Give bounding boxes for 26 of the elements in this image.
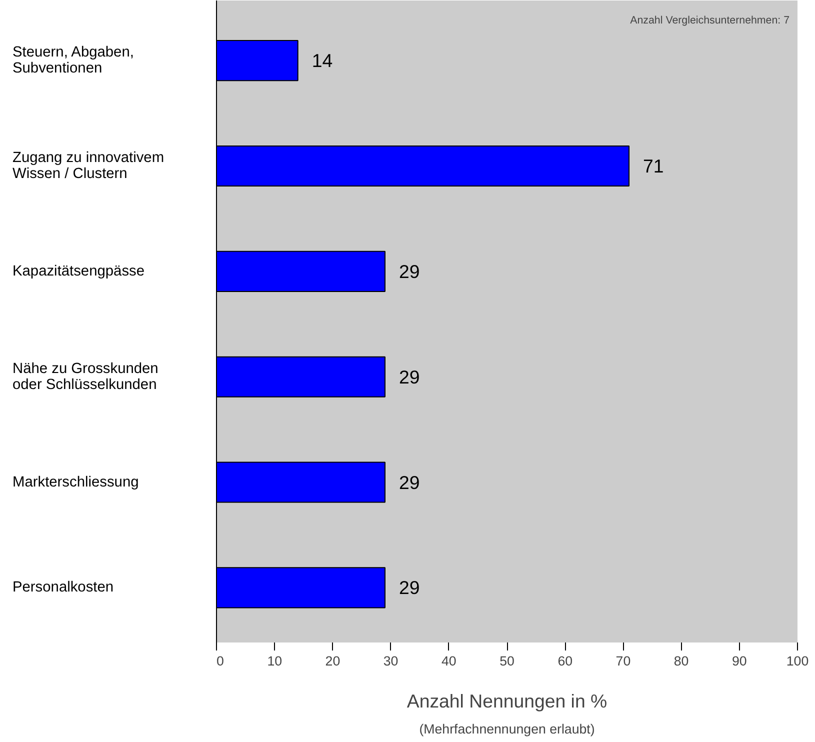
x-tick-label: 100	[786, 654, 809, 668]
data-label: 29	[398, 472, 420, 493]
x-tick-label: 80	[674, 654, 689, 668]
data-label: 29	[398, 260, 420, 282]
data-label: 14	[312, 50, 333, 72]
x-tick-label: 20	[325, 654, 340, 668]
x-tick-label: 50	[500, 654, 514, 668]
data-label: 71	[643, 156, 664, 177]
x-tick-label: 70	[616, 654, 631, 668]
text: (Mehrfachnennungen erlaubt)	[419, 722, 595, 736]
y-tick-label: Nähe zu Grosskunden oder Schlüsselkunden	[12, 360, 158, 393]
data-label: 29	[398, 366, 420, 388]
x-axis-title: Anzahl Nennungen in %	[406, 690, 608, 712]
y-tick-label: Steuern, Abgaben, Subventionen	[12, 44, 134, 77]
x-tick-label: 90	[732, 654, 747, 668]
x-tick-label: 60	[558, 654, 573, 668]
y-tick-label: Markterschliessung	[12, 474, 139, 490]
x-tick-label: 30	[383, 654, 398, 668]
y-tick-label: Zugang zu innovativem Wissen / Clustern	[12, 150, 164, 182]
x-tick-label: 40	[441, 654, 456, 668]
x-tick-label: 0	[216, 654, 224, 668]
x-tick-label: 10	[267, 654, 282, 668]
annotation: Anzahl Vergleichsunternehmen: 7	[630, 14, 790, 26]
y-tick-label: Personalkosten	[12, 580, 114, 596]
y-tick-label: Kapazitätsengpässe	[12, 263, 144, 280]
data-label: 29	[398, 577, 420, 598]
